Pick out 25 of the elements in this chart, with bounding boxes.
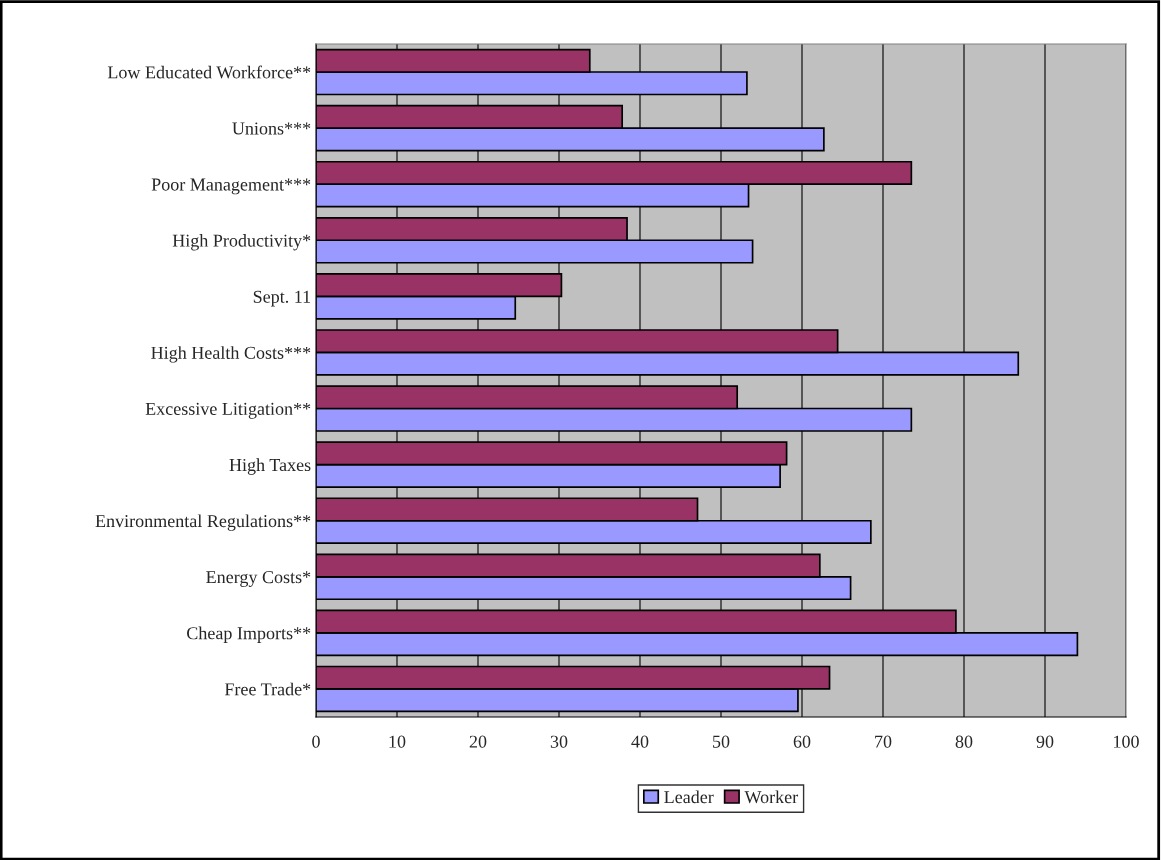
y-tick-label: High Productivity*: [172, 234, 311, 251]
y-tick-label: Excessive Litigation**: [145, 402, 311, 419]
legend-label: Leader: [664, 790, 714, 804]
x-tick-label: 50: [713, 735, 730, 748]
x-tick-label: 80: [955, 735, 973, 748]
y-tick-label: High Health Costs***: [151, 346, 311, 363]
x-tick-label: 30: [550, 735, 568, 748]
x-tick-label: 60: [793, 735, 811, 748]
x-tick-label: 0: [312, 735, 320, 748]
y-tick-label: Sept. 11: [253, 290, 311, 307]
y-tick-label: Cheap Imports**: [187, 626, 311, 643]
y-tick-label: Poor Management***: [151, 178, 311, 195]
y-tick-label: Unions***: [232, 122, 311, 135]
y-tick-label: Energy Costs*: [206, 571, 311, 587]
x-tick-label: 100: [1114, 735, 1139, 748]
y-tick-label: Environmental Regulations**: [95, 514, 311, 531]
x-tick-label: 10: [389, 735, 406, 748]
y-tick-label: High Taxes: [229, 458, 311, 475]
x-tick-label: 90: [1036, 735, 1054, 748]
x-tick-label: 20: [469, 735, 487, 748]
y-tick-label: Low Educated Workforce**: [107, 65, 311, 79]
x-tick-label: 40: [631, 735, 649, 748]
legend-label: Worker: [744, 790, 799, 804]
y-tick-label: Free Trade*: [224, 682, 311, 696]
x-tick-label: 70: [875, 735, 892, 748]
